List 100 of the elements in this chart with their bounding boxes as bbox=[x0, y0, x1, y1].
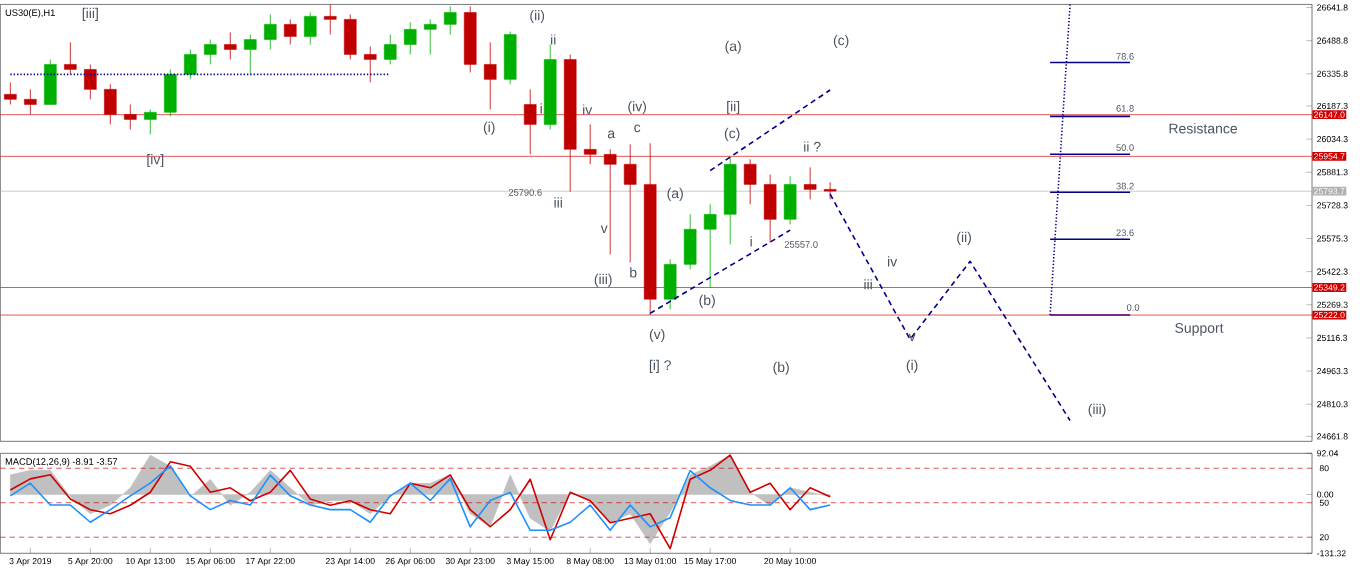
annotation: Support bbox=[1175, 322, 1224, 336]
candlestick bbox=[84, 63, 97, 100]
candlestick bbox=[703, 203, 717, 288]
annotation: [i] ? bbox=[649, 359, 671, 373]
annotation: 61.8 bbox=[1116, 104, 1134, 112]
annotation: v bbox=[600, 225, 608, 233]
annotation: [iii] bbox=[82, 7, 98, 21]
annotation: (ii) bbox=[957, 231, 971, 245]
annotation: (a) bbox=[667, 187, 683, 201]
y-tick-label: 25422.3 bbox=[1317, 268, 1348, 275]
x-tick-label: 20 May 10:00 bbox=[764, 557, 817, 566]
candlestick bbox=[64, 41, 77, 75]
candlestick bbox=[603, 148, 617, 255]
y-tick-label: 24661.8 bbox=[1317, 433, 1348, 440]
y-tick-label: -131.32 bbox=[1317, 550, 1346, 557]
annotation: iii bbox=[554, 197, 562, 208]
x-tick-label: 10 Apr 13:00 bbox=[126, 557, 175, 566]
x-tick-label: 15 May 17:00 bbox=[684, 557, 737, 566]
annotation: 23.6 bbox=[1116, 229, 1134, 236]
candlestick bbox=[443, 5, 457, 35]
annotation: (b) bbox=[773, 361, 789, 375]
x-tick-label: 3 May 15:00 bbox=[506, 557, 554, 566]
y-tick-label: 25728.3 bbox=[1317, 202, 1348, 209]
annotation: [iv] bbox=[147, 153, 164, 167]
candlestick bbox=[363, 45, 377, 83]
line-series bbox=[709, 89, 831, 172]
annotation: 78.6 bbox=[1116, 52, 1134, 60]
annotation: (c) bbox=[833, 34, 849, 48]
annotation: [ii] bbox=[727, 100, 740, 114]
y2-tick-label: 20 bbox=[1319, 534, 1329, 541]
annotation: (c) bbox=[724, 127, 740, 141]
annotation: v bbox=[908, 333, 916, 341]
annotation: ii ? bbox=[804, 141, 821, 152]
annotation: (iii) bbox=[594, 273, 612, 287]
candlestick bbox=[803, 166, 817, 200]
candlestick bbox=[323, 3, 337, 35]
ref-line-label: 26147.0 bbox=[1314, 111, 1345, 118]
candlestick bbox=[244, 33, 257, 75]
annotation: (iv) bbox=[628, 100, 647, 114]
x-tick-label: 5 Apr 20:00 bbox=[68, 557, 113, 566]
x-tick-label: 15 Apr 06:00 bbox=[186, 557, 235, 566]
annotation: i bbox=[540, 103, 542, 114]
annotation: Resistance bbox=[1169, 123, 1238, 134]
chart-title: MACD(12,26,9) -8.91 -3.57 bbox=[5, 457, 118, 467]
annotation: (iii) bbox=[1088, 403, 1106, 417]
candlestick bbox=[823, 181, 837, 200]
annotation: b bbox=[630, 267, 637, 278]
y2-tick-label: 50 bbox=[1319, 499, 1329, 506]
annotation: 25790.6 bbox=[508, 189, 542, 196]
x-tick-label: 17 Apr 22:00 bbox=[246, 557, 295, 566]
candlestick bbox=[224, 31, 237, 60]
y-tick-label: 24963.3 bbox=[1317, 367, 1348, 374]
y-tick-label: 26034.3 bbox=[1317, 135, 1348, 143]
annotation: 38.2 bbox=[1116, 182, 1134, 190]
annotation: i bbox=[750, 236, 752, 247]
annotation: iii bbox=[864, 279, 872, 290]
candlestick bbox=[204, 38, 217, 65]
candlestick bbox=[403, 21, 417, 55]
candlestick bbox=[24, 88, 37, 115]
x-tick-label: 13 May 01:00 bbox=[624, 557, 677, 566]
candlestick bbox=[303, 11, 317, 45]
annotation: a bbox=[607, 130, 616, 139]
ref-line-label: 25793.7 bbox=[1314, 188, 1345, 195]
y-tick-label: 0.00 bbox=[1317, 491, 1334, 498]
y-tick-label: 25116.3 bbox=[1317, 334, 1348, 341]
x-tick-label: 8 May 08:00 bbox=[566, 557, 614, 566]
annotation: 25557.0 bbox=[784, 240, 818, 248]
annotation: iv bbox=[583, 104, 593, 115]
candlestick bbox=[383, 33, 397, 65]
annotation: ii bbox=[551, 34, 556, 45]
candlestick bbox=[284, 18, 297, 45]
annotation: c bbox=[634, 124, 641, 133]
y-tick-label: 26641.8 bbox=[1317, 4, 1348, 11]
annotation: (i) bbox=[906, 359, 918, 373]
candlestick bbox=[144, 108, 157, 135]
annotation: 50.0 bbox=[1116, 144, 1134, 151]
candlestick bbox=[583, 123, 597, 165]
x-tick-label: 23 Apr 14:00 bbox=[325, 557, 375, 566]
y-tick-label: 25269.3 bbox=[1317, 301, 1348, 308]
candlestick bbox=[623, 143, 637, 263]
chart-title: US30(E),H1 bbox=[5, 9, 55, 18]
candlestick bbox=[423, 18, 437, 55]
y-tick-label: 92.04 bbox=[1317, 450, 1339, 457]
y-tick-label: 26335.8 bbox=[1317, 70, 1348, 77]
candlestick bbox=[184, 48, 197, 80]
x-tick-label: 30 Apr 23:00 bbox=[445, 557, 495, 566]
ref-line-label: 25954.7 bbox=[1314, 153, 1345, 160]
y-tick-label: 25575.3 bbox=[1317, 235, 1348, 242]
annotation: (ii) bbox=[530, 9, 545, 23]
annotation: (b) bbox=[699, 294, 715, 308]
y-tick-label: 26488.8 bbox=[1317, 37, 1348, 44]
y-tick-label: 26187.3 bbox=[1317, 102, 1348, 109]
annotation: 0.0 bbox=[1126, 304, 1140, 311]
ref-line-label: 25349.2 bbox=[1314, 284, 1345, 291]
candlestick bbox=[523, 88, 537, 155]
annotation: (a) bbox=[725, 40, 741, 54]
annotation: iv bbox=[888, 256, 898, 267]
candlestick bbox=[743, 158, 757, 205]
annotation: (i) bbox=[483, 121, 495, 135]
y2-tick-label: 80 bbox=[1319, 465, 1329, 472]
